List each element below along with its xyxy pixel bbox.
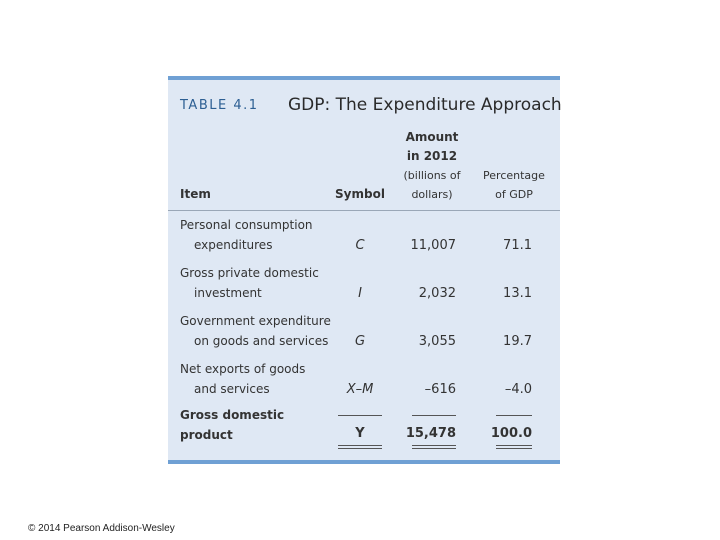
- row-investment-symbol: I: [358, 286, 362, 301]
- header-amount-line1: Amount: [405, 130, 459, 144]
- row-item-line1: Personal consumption: [180, 218, 313, 232]
- row-investment-item: Gross private domestic investment: [180, 263, 319, 303]
- double-line-amount: [412, 445, 456, 449]
- row-item-line1: Gross domestic: [180, 408, 285, 422]
- row-consumption-symbol: C: [355, 238, 365, 253]
- row-net-exports-item: Net exports of goods and services: [180, 359, 305, 399]
- row-gdp-symbol: Y: [355, 426, 365, 441]
- row-government-item: Government expenditure on goods and serv…: [180, 311, 331, 351]
- top-rule: [168, 76, 560, 80]
- row-investment-percentage: 13.1: [503, 286, 532, 301]
- header-percentage-line1: Percentage: [483, 169, 545, 182]
- row-gdp-item: Gross domestic product: [180, 405, 284, 445]
- row-item-line1: Net exports of goods: [180, 362, 306, 376]
- header-amount: Amount in 2012 (billions of dollars): [396, 128, 468, 204]
- table-number: TABLE 4.1: [180, 98, 259, 113]
- row-item-line1: Government expenditure: [180, 314, 331, 328]
- table-title: GDP: The Expenditure Approach: [288, 95, 562, 115]
- row-gdp-amount: 15,478: [405, 426, 456, 441]
- row-consumption-percentage: 71.1: [503, 238, 532, 253]
- header-symbol: Symbol: [335, 187, 385, 201]
- row-item-line2: product: [180, 428, 233, 442]
- header-percentage: Percentage of GDP: [474, 166, 554, 204]
- row-government-percentage: 19.7: [503, 334, 532, 349]
- header-percentage-line2: of GDP: [495, 188, 533, 201]
- row-government-symbol: G: [354, 334, 366, 349]
- header-item: Item: [180, 187, 211, 201]
- row-item-line1: Gross private domestic: [180, 266, 319, 280]
- row-gdp-percentage: 100.0: [490, 426, 532, 441]
- row-investment-amount: 2,032: [418, 286, 456, 301]
- row-consumption-amount: 11,007: [410, 238, 457, 253]
- copyright-notice: © 2014 Pearson Addison-Wesley: [28, 523, 175, 534]
- sum-line-symbol: [338, 415, 382, 416]
- header-amount-line3: (billions of: [403, 169, 461, 182]
- row-item-line2: and services: [194, 382, 270, 396]
- header-amount-line2: in 2012: [406, 149, 458, 163]
- double-line-percentage: [496, 445, 532, 449]
- row-net-exports-percentage: –4.0: [504, 382, 532, 397]
- bottom-rule: [168, 460, 560, 464]
- sum-line-percentage: [496, 415, 532, 416]
- row-net-exports-symbol: X–M: [346, 382, 374, 397]
- row-item-line2: expenditures: [194, 238, 273, 252]
- row-consumption-item: Personal consumption expenditures: [180, 215, 313, 255]
- row-government-amount: 3,055: [418, 334, 456, 349]
- double-line-symbol: [338, 445, 382, 449]
- sum-line-amount: [412, 415, 456, 416]
- header-rule: [168, 210, 560, 211]
- row-net-exports-amount: –616: [424, 382, 456, 397]
- row-item-line2: investment: [194, 286, 262, 300]
- header-amount-line4: dollars): [411, 188, 453, 201]
- row-item-line2: on goods and services: [194, 334, 329, 348]
- gdp-table: TABLE 4.1 GDP: The Expenditure Approach …: [168, 76, 562, 464]
